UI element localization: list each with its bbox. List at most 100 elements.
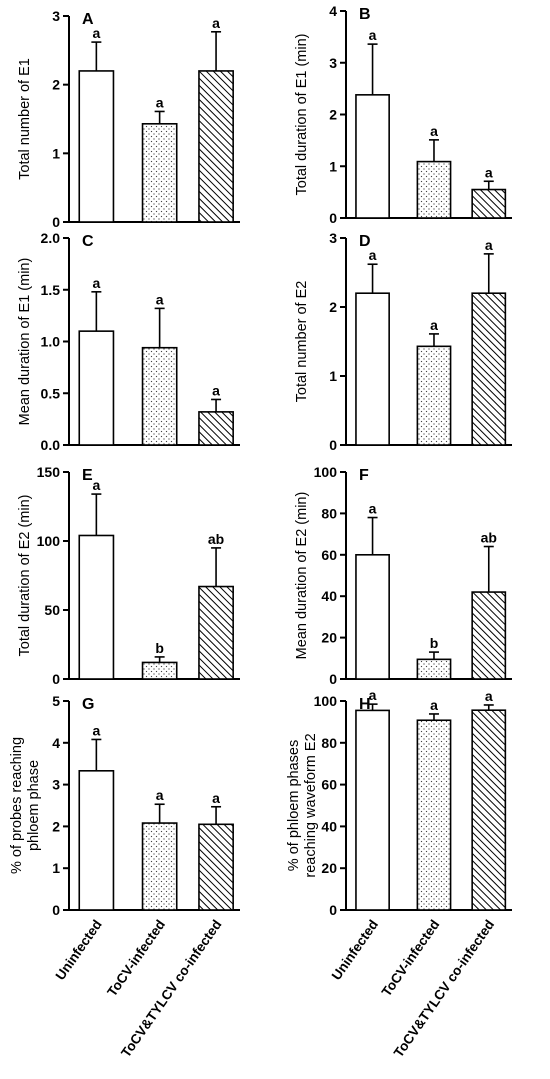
y-tick-label: 60	[321, 547, 337, 563]
bar	[78, 770, 115, 911]
significance-letter: a	[485, 688, 493, 704]
y-tick-label: 1.0	[41, 334, 61, 350]
y-tick-label: 2	[329, 299, 337, 315]
y-tick-label: 1	[52, 860, 60, 876]
bar	[416, 160, 452, 219]
bar	[78, 534, 115, 680]
bar	[355, 553, 390, 680]
bar	[416, 345, 452, 446]
panels: 0 1 2 3 Total number of E1 Aa a a 0 1 2 3 4 Total dur…	[9, 3, 512, 918]
panel-letter: H	[359, 696, 371, 713]
significance-letter: a	[485, 164, 493, 180]
significance-letter: a	[92, 25, 100, 41]
y-tick-label: 20	[321, 630, 337, 646]
significance-letter: a	[92, 275, 100, 291]
y-tick-label: 0	[52, 214, 60, 230]
significance-letter: b	[430, 635, 439, 651]
category-label: ToCV-infected	[379, 917, 443, 999]
significance-letter: ab	[208, 531, 224, 547]
y-tick-label: 2	[52, 818, 60, 834]
significance-letter: a	[212, 382, 220, 398]
category-label: ToCV&TYLCV co-infected	[391, 917, 497, 1060]
category-label: Uninfected	[53, 917, 105, 983]
significance-letter: a	[369, 687, 377, 703]
bar	[416, 658, 452, 680]
bar	[78, 330, 115, 446]
bar	[416, 719, 452, 911]
panel-d: 0 1 2 3 Total number of E2 Da a a	[294, 230, 512, 453]
bar	[471, 188, 507, 219]
bar	[198, 411, 234, 446]
panel-c: 0.0 0.5 1.0 1.5 2.0 Mean duration of E1 (min)…	[17, 230, 240, 453]
panel-letter: D	[359, 233, 371, 250]
panel-g: 0 1 2 3 4 5 % of probes reachingphloem phase Ga…	[9, 693, 240, 918]
y-tick-label: 0	[329, 437, 337, 453]
y-tick-label: 5	[52, 693, 60, 709]
bar	[141, 822, 178, 911]
y-tick-label: 4	[52, 735, 60, 751]
significance-letter: a	[369, 27, 377, 43]
significance-letter: a	[156, 94, 164, 110]
y-tick-label: 3	[329, 230, 337, 246]
panel-a: 0 1 2 3 Total number of E1 Aa a a	[17, 8, 240, 230]
significance-letter: a	[156, 291, 164, 307]
panel-b: 0 1 2 3 4 Total duration of E1 (min) Ba a a	[294, 3, 512, 226]
y-axis-label: % of probes reachingphloem phase	[9, 737, 42, 874]
bar	[198, 823, 234, 911]
significance-letter: a	[92, 477, 100, 493]
y-tick-label: 0.5	[41, 385, 61, 401]
significance-letter: a	[212, 790, 220, 806]
panel-letter: G	[82, 696, 94, 713]
y-tick-label: 40	[321, 818, 337, 834]
y-tick-label: 3	[52, 8, 60, 24]
panel-letter: E	[82, 467, 93, 484]
bar	[141, 346, 178, 446]
y-tick-label: 40	[321, 588, 337, 604]
y-axis-label: Mean duration of E2 (min)	[294, 492, 310, 660]
y-tick-label: 100	[314, 693, 338, 709]
category-label: ToCV-infected	[104, 917, 168, 999]
y-tick-label: 4	[329, 3, 337, 19]
y-axis-label: Total number of E2	[294, 281, 310, 403]
panel-letter: A	[82, 11, 94, 28]
bar	[471, 591, 507, 680]
y-tick-label: 60	[321, 777, 337, 793]
bar	[198, 585, 234, 680]
bar	[141, 661, 178, 680]
y-tick-label: 0	[329, 671, 337, 687]
bar	[355, 709, 390, 911]
significance-letter: a	[430, 317, 438, 333]
y-tick-label: 20	[321, 860, 337, 876]
panel-letter: F	[359, 467, 369, 484]
significance-letter: a	[485, 237, 493, 253]
significance-letter: a	[369, 247, 377, 263]
y-axis-label: Total duration of E1 (min)	[294, 34, 310, 196]
significance-letter: a	[430, 123, 438, 139]
y-tick-label: 2	[52, 77, 60, 93]
category-label: Uninfected	[329, 917, 381, 983]
bar	[471, 292, 507, 446]
significance-letter: a	[156, 787, 164, 803]
y-tick-label: 80	[321, 505, 337, 521]
y-tick-label: 50	[44, 602, 60, 618]
category-label: ToCV&TYLCV co-infected	[118, 917, 224, 1060]
y-tick-label: 3	[329, 55, 337, 71]
y-tick-label: 0	[329, 902, 337, 918]
y-axis-label: Mean duration of E1 (min)	[17, 258, 33, 426]
panel-letter: B	[359, 6, 371, 23]
y-tick-label: 100	[314, 464, 338, 480]
y-tick-label: 3	[52, 777, 60, 793]
bar	[141, 123, 178, 223]
bar	[78, 70, 115, 223]
panel-h: 0 20 40 60 80 100 % of phloem phasesreaching w…	[286, 687, 512, 918]
y-axis-label: Total number of E1	[17, 58, 33, 180]
y-tick-label: 0	[52, 671, 60, 687]
y-tick-label: 1.5	[41, 282, 61, 298]
y-tick-label: 80	[321, 735, 337, 751]
y-axis-label: Total duration of E2 (min)	[17, 495, 33, 657]
significance-letter: b	[155, 640, 164, 656]
